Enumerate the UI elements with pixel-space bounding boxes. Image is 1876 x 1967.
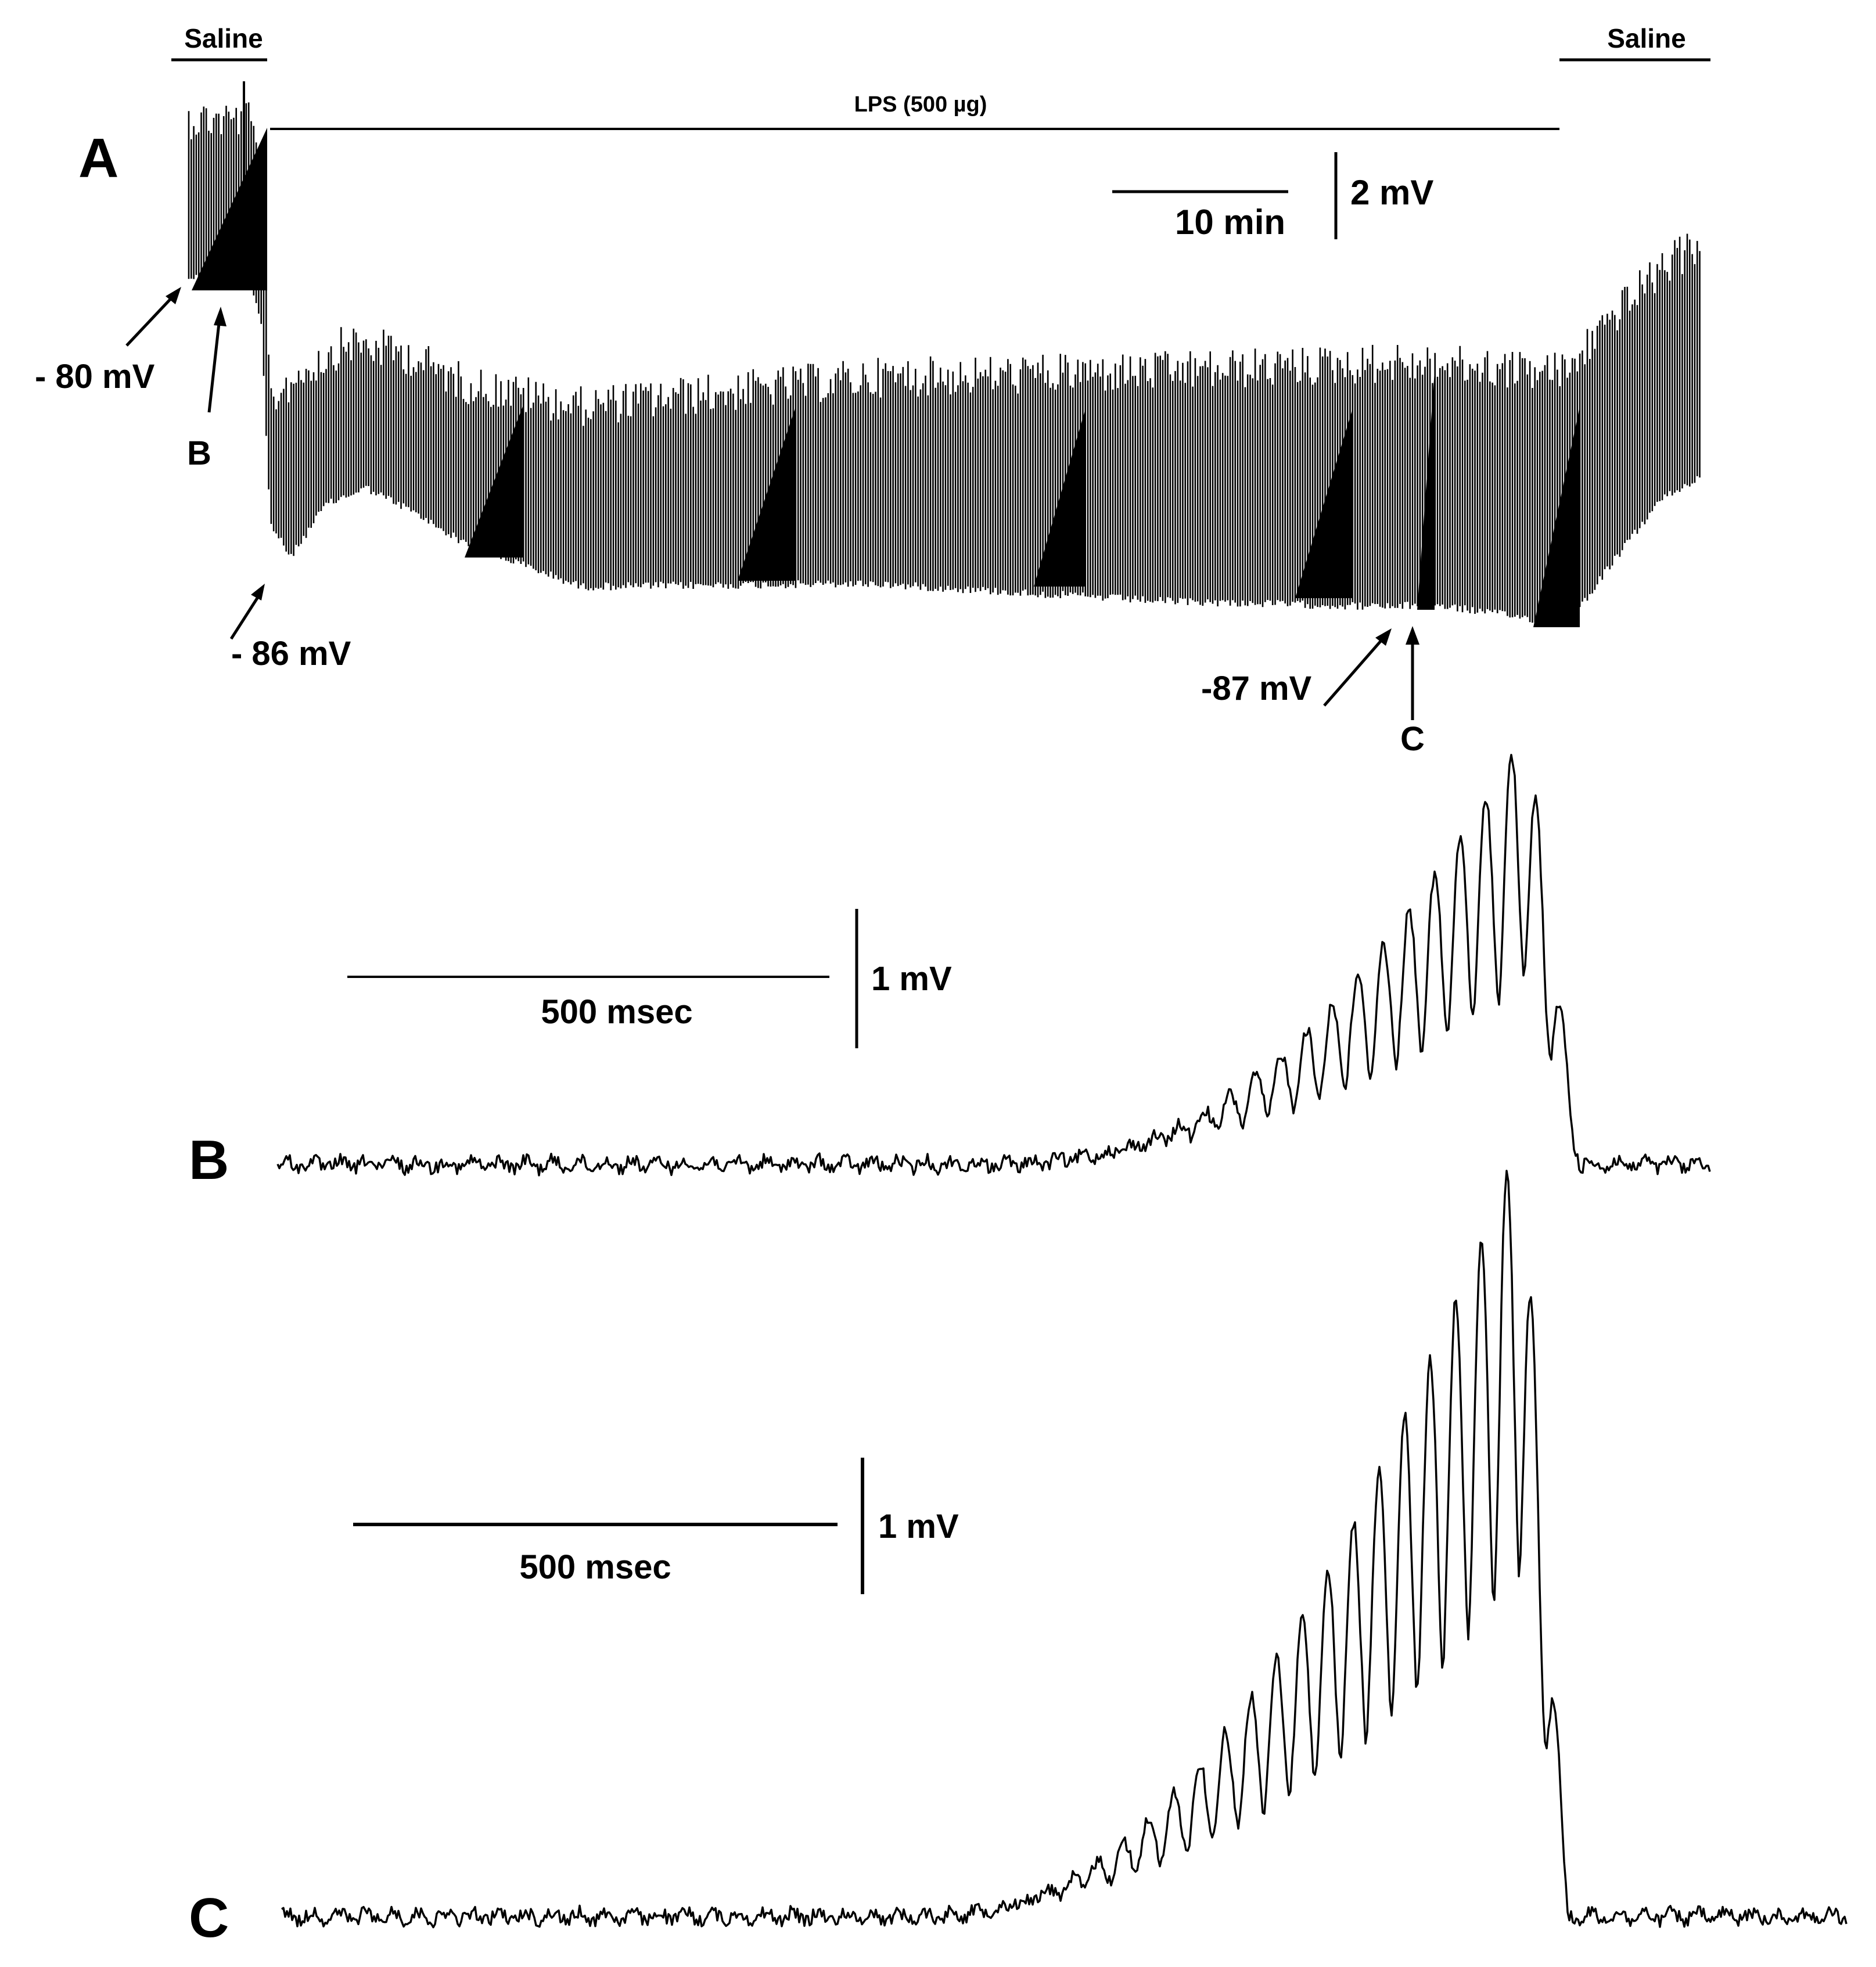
scale-voltage-label-c: 1 mV bbox=[878, 1508, 959, 1545]
trace-a-dense-block bbox=[465, 407, 523, 558]
arrow-b-head bbox=[214, 307, 227, 326]
arrow-minus80-head bbox=[166, 287, 181, 304]
arrow-minus87-head bbox=[1375, 628, 1392, 646]
trace-b-recording bbox=[276, 754, 1711, 1177]
trace-a-dense-block bbox=[1533, 407, 1580, 627]
panel-c-letter: C bbox=[189, 1887, 229, 1949]
arrow-minus86 bbox=[229, 592, 262, 640]
trace-a-dense-block bbox=[1034, 407, 1086, 587]
marker-b-label: B bbox=[187, 434, 211, 472]
panel-b: B 500 msec 1 mV bbox=[189, 754, 1711, 1191]
trace-a-recording bbox=[188, 81, 1701, 627]
trace-a-dense-block bbox=[1295, 407, 1353, 598]
panel-b-letter: B bbox=[189, 1129, 229, 1191]
arrow-minus86-head bbox=[251, 584, 265, 600]
trace-c-recording bbox=[281, 1170, 1848, 1929]
arrow-c-head bbox=[1406, 626, 1419, 645]
arrow-minus87 bbox=[1323, 635, 1386, 707]
marker-c-label: C bbox=[1400, 720, 1425, 758]
voltage-minus86-label: - 86 mV bbox=[231, 635, 351, 673]
scale-voltage-label-b: 1 mV bbox=[871, 960, 952, 998]
panel-a-letter: A bbox=[78, 127, 118, 189]
voltage-minus80-label: - 80 mV bbox=[35, 358, 155, 395]
arrow-b bbox=[207, 318, 221, 413]
trace-a-dense-block bbox=[1417, 372, 1435, 610]
arrow-minus80 bbox=[125, 294, 175, 347]
saline-left-label: Saline bbox=[184, 23, 263, 53]
lps-label: LPS (500 µg) bbox=[854, 92, 987, 117]
trace-a-dense-block bbox=[192, 128, 267, 290]
scale-time-label-b: 500 msec bbox=[541, 993, 692, 1031]
panel-c: C 500 msec 1 mV bbox=[189, 1170, 1848, 1949]
trace-a-spikes bbox=[188, 102, 1701, 626]
scale-time-label-c: 500 msec bbox=[519, 1548, 671, 1586]
scale-voltage-label-a: 2 mV bbox=[1350, 173, 1433, 212]
saline-right-label: Saline bbox=[1607, 23, 1686, 53]
trace-a-dense-block bbox=[738, 407, 796, 581]
scale-time-label-a: 10 min bbox=[1175, 203, 1285, 242]
panel-a: A Saline Saline LPS (500 µg) 10 min 2 mV… bbox=[35, 23, 1710, 758]
voltage-minus87-label: -87 mV bbox=[1201, 670, 1312, 707]
